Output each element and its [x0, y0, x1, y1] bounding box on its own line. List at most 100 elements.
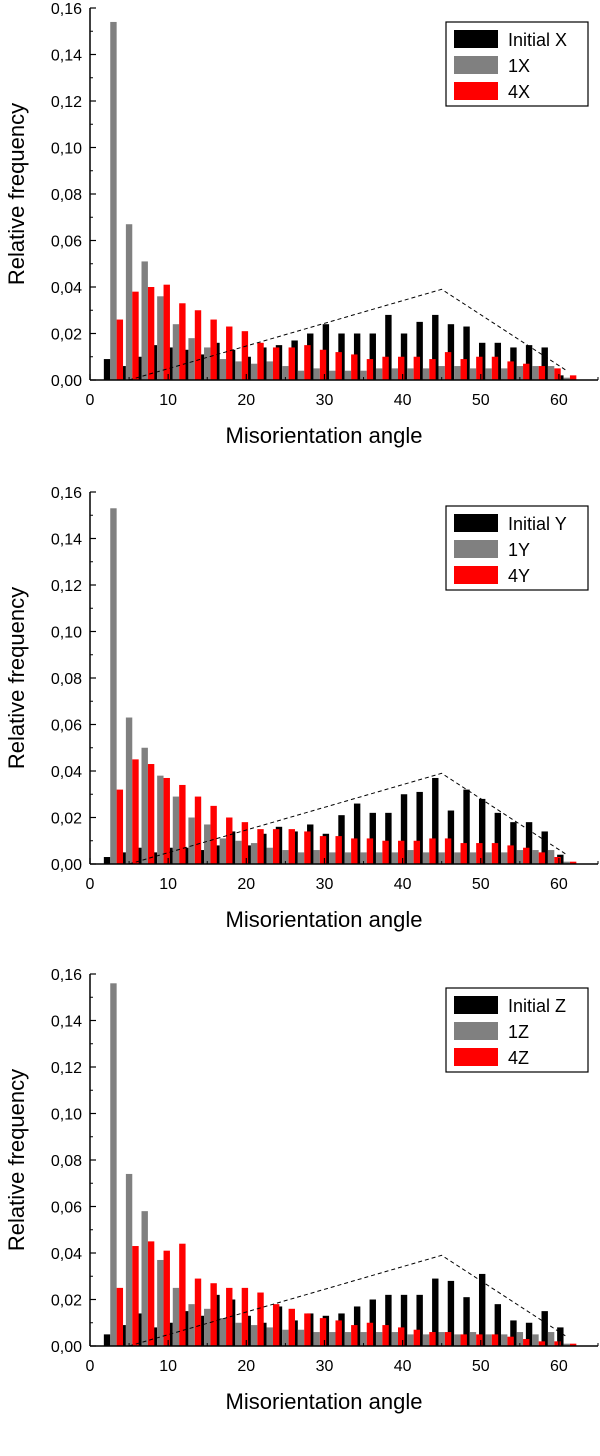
bar-4x	[413, 356, 421, 380]
x-tick-label: 0	[86, 392, 95, 409]
chart-panel: 0,00 0,02 0,04 0,06 0,08 0,10 0,12 0,14 0,16 0 10 2…	[0, 0, 600, 485]
x-tick-label: 10	[159, 876, 177, 893]
bar-1z	[407, 1334, 414, 1346]
legend-label: Initial X	[508, 30, 567, 50]
y-tick-label: 0,08	[51, 1153, 82, 1170]
bar-4z	[210, 1283, 217, 1346]
bar-1x	[454, 366, 461, 380]
bar-1z	[469, 1332, 477, 1346]
bar-4z	[194, 1278, 202, 1346]
bar-4y	[429, 838, 436, 864]
bar-1y	[297, 852, 305, 864]
y-tick-label: 0,16	[51, 967, 82, 984]
y-tick-label: 0,08	[51, 671, 82, 688]
bar-4x	[491, 356, 499, 380]
bar-1x	[110, 21, 117, 380]
y-tick-label: 0,10	[51, 1107, 82, 1124]
x-tick-label: 0	[86, 876, 95, 893]
chart-panel: 0,00 0,02 0,04 0,06 0,08 0,10 0,12 0,14 0,16 0 10 2…	[0, 966, 600, 1451]
dashed-reference-line	[128, 1254, 568, 1347]
x-tick-label: 30	[316, 392, 334, 409]
bar-4z	[288, 1308, 295, 1346]
x-tick-label: 0	[86, 1358, 95, 1375]
bar-1x	[375, 368, 383, 380]
bar-1x	[282, 366, 289, 380]
bar-4y	[476, 843, 483, 864]
bar-1y	[313, 850, 320, 864]
bar-4y	[398, 840, 405, 864]
chart-svg: 0,00 0,02 0,04 0,06 0,08 0,10 0,12 0,14 0,16 0 10 2…	[4, 1, 599, 448]
bar-4y	[194, 796, 202, 864]
bar-4x	[241, 331, 249, 380]
bar-4z	[335, 1320, 342, 1346]
bar-initial-y	[416, 791, 423, 864]
x-tick-label: 50	[472, 876, 490, 893]
chart-svg: 0,00 0,02 0,04 0,06 0,08 0,10 0,12 0,14 0,16 0 10 2…	[4, 967, 599, 1414]
x-tick-label: 30	[316, 876, 334, 893]
bar-4y	[147, 764, 155, 864]
bar-4y	[257, 829, 264, 864]
bar-initial-y	[400, 794, 408, 864]
bar-1y	[235, 840, 242, 864]
bar-initial-z	[494, 1304, 502, 1346]
bar-1y	[516, 850, 524, 864]
bar-4y	[304, 831, 311, 864]
bar-1x	[516, 366, 524, 380]
bar-1y	[344, 852, 352, 864]
bar-1y	[438, 852, 445, 864]
x-tick-label: 10	[159, 392, 177, 409]
bar-1x	[547, 366, 555, 380]
x-tick-label: 50	[472, 392, 490, 409]
legend-label: 4X	[508, 82, 530, 102]
bar-4z	[444, 1332, 452, 1346]
bar-initial-z	[103, 1334, 111, 1346]
x-axis-title: Misorientation angle	[226, 1389, 423, 1414]
bar-4z	[351, 1325, 358, 1346]
bar-initial-y	[541, 831, 548, 864]
chart-panel: 0,00 0,02 0,04 0,06 0,08 0,10 0,12 0,14 0,16 0 10 2…	[0, 484, 600, 969]
legend-label: 4Y	[508, 566, 530, 586]
bar-4y	[272, 829, 280, 864]
bar-4z	[460, 1334, 467, 1346]
bar-1y	[547, 850, 555, 864]
y-tick-label: 0,02	[51, 327, 82, 344]
bar-initial-y	[353, 803, 361, 864]
bar-initial-x	[432, 314, 439, 380]
bar-1y	[407, 850, 414, 864]
bar-4z	[319, 1318, 327, 1346]
bar-4y	[554, 857, 561, 864]
bar-1z	[485, 1334, 492, 1346]
bar-1x	[360, 370, 367, 380]
bar-1x	[469, 368, 477, 380]
x-tick-label: 60	[550, 1358, 568, 1375]
bar-4x	[304, 345, 311, 380]
bar-initial-y	[525, 822, 533, 864]
bar-initial-z	[525, 1322, 533, 1346]
bar-1y	[375, 852, 383, 864]
bar-1z	[219, 1318, 227, 1346]
bar-1x	[485, 368, 492, 380]
y-tick-label: 0,12	[51, 94, 82, 111]
bar-4x	[507, 361, 514, 380]
bar-1z	[204, 1308, 211, 1346]
y-tick-label: 0,16	[51, 485, 82, 502]
bar-4x	[226, 326, 233, 380]
bar-4y	[226, 817, 233, 864]
bar-4x	[366, 359, 374, 380]
bar-4z	[538, 1341, 546, 1346]
bar-1z	[375, 1332, 383, 1346]
bar-4x	[179, 303, 186, 380]
legend-label: 1X	[508, 56, 530, 76]
bar-4z	[179, 1243, 186, 1346]
y-tick-label: 0,16	[51, 1, 82, 18]
x-tick-label: 40	[394, 392, 412, 409]
x-tick-label: 30	[316, 1358, 334, 1375]
bar-1y	[469, 852, 477, 864]
bar-1x	[250, 363, 258, 380]
bar-1y	[282, 850, 289, 864]
bar-4z	[554, 1341, 561, 1346]
bar-4x	[272, 347, 280, 380]
x-tick-label: 50	[472, 1358, 490, 1375]
bar-4y	[382, 840, 389, 864]
bar-4x	[351, 354, 358, 380]
